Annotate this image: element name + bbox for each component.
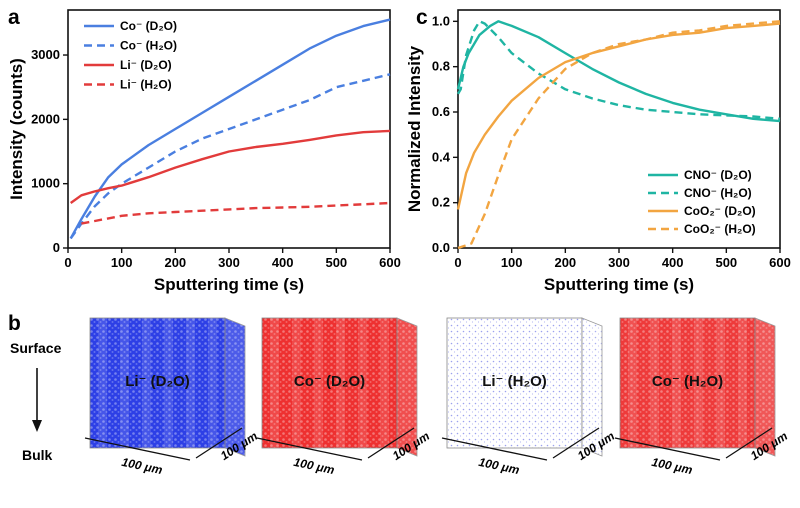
cube-streak <box>672 318 681 448</box>
x-tick-label: 600 <box>769 255 791 270</box>
x-axis-title: Sputtering time (s) <box>154 275 304 294</box>
legend-entry: Li⁻ (D₂O) <box>120 58 172 72</box>
legend-entry: CoO₂⁻ (D₂O) <box>684 204 756 218</box>
x-tick-label: 300 <box>218 255 240 270</box>
cube-streak <box>98 318 107 448</box>
cube-streak <box>292 318 301 448</box>
cube-streak <box>628 318 637 448</box>
legend-entry: Li⁻ (H₂O) <box>120 78 172 92</box>
panel-letter-a: a <box>8 6 20 29</box>
dimension-arrow <box>195 427 243 459</box>
cube-streak <box>314 318 323 448</box>
x-tick-label: 0 <box>64 255 71 270</box>
cube-side-face <box>581 317 603 457</box>
y-tick-label: 1000 <box>31 176 60 191</box>
dimension-arrow <box>552 427 600 459</box>
dimension-label: 100 μm <box>650 455 694 477</box>
legend-entry: CoO₂⁻ (H₂O) <box>684 222 756 236</box>
chart-a: 0 100 200 300 400 500 600 0 1000 2000 3000 Sputteri… <box>7 9 401 294</box>
y-tick-label: 0.4 <box>432 149 451 164</box>
dimension-arrow <box>725 427 773 459</box>
dimension-arrow <box>367 427 415 459</box>
panel-letter-b: b <box>8 312 21 335</box>
x-tick-label: 100 <box>501 255 523 270</box>
series-line-2 <box>69 129 391 204</box>
dimension-arrow <box>256 437 363 461</box>
y-tick-label: 2000 <box>31 111 60 126</box>
x-tick-label: 100 <box>111 255 133 270</box>
y-tick-label: 0.0 <box>432 240 450 255</box>
cube-side-face <box>224 317 246 457</box>
panel-letter-c: c <box>416 6 428 29</box>
y-axis-title: Intensity (counts) <box>7 58 26 200</box>
x-tick-label: 0 <box>454 255 461 270</box>
legend-entry: Co⁻ (H₂O) <box>120 39 177 53</box>
x-tick-label: 400 <box>662 255 684 270</box>
surface-label: Surface <box>10 340 62 356</box>
cube-streak <box>336 318 345 448</box>
cube-streak <box>270 318 279 448</box>
series-line-3 <box>81 201 391 225</box>
y-tick-label: 0.8 <box>432 59 450 74</box>
arrow-head-icon <box>32 420 42 432</box>
x-tick-label: 200 <box>554 255 576 270</box>
cube-streak <box>186 318 195 448</box>
x-tick-label: 300 <box>608 255 630 270</box>
cube-label: Li⁻ (D₂O) <box>125 373 190 390</box>
cube-front-face <box>89 317 226 449</box>
legend-entry: Co⁻ (D₂O) <box>120 19 177 33</box>
cube-streak <box>164 318 173 448</box>
y-tick-label: 1.0 <box>432 13 450 28</box>
dimension-arrow <box>84 437 191 461</box>
cube-streak <box>142 318 151 448</box>
y-tick-label: 0 <box>53 240 60 255</box>
x-tick-label: 500 <box>325 255 347 270</box>
cube-side-face <box>754 317 776 457</box>
y-tick-label: 0.6 <box>432 104 450 119</box>
x-tick-label: 500 <box>715 255 737 270</box>
cube-streak <box>650 318 659 448</box>
panel-b: Surface Bulk Li⁻ (D₂O) 100 μm 100 μm Co⁻ (D… <box>10 317 790 477</box>
legend-entry: CNO⁻ (D₂O) <box>684 168 752 182</box>
cube-front-face <box>619 317 756 449</box>
cube-streak <box>358 318 367 448</box>
x-tick-label: 400 <box>272 255 294 270</box>
dimension-label: 100 μm <box>120 455 164 477</box>
cube-side-face <box>396 317 418 457</box>
y-tick-label: 0.2 <box>432 195 450 210</box>
y-axis-title: Normalized Intensity <box>405 45 424 212</box>
series-line-0 <box>456 20 781 123</box>
cube-streak <box>208 318 217 448</box>
cube-front-face <box>261 317 398 449</box>
cube-label: Co⁻ (D₂O) <box>294 373 365 390</box>
series-line-2 <box>456 22 781 210</box>
dimension-arrow <box>614 437 721 461</box>
x-axis-title: Sputtering time (s) <box>544 275 694 294</box>
cube-group: Li⁻ (D₂O) 100 μm 100 μm Co⁻ (D₂O) 100 μm 100 … <box>84 317 790 477</box>
bulk-label: Bulk <box>22 447 53 463</box>
cube-streak <box>380 318 389 448</box>
dimension-label: 100 μm <box>292 455 336 477</box>
cube-label: Li⁻ (H₂O) <box>482 373 547 390</box>
cube-streak <box>738 318 747 448</box>
cube-front-face <box>446 317 583 449</box>
series-line-1 <box>69 73 391 240</box>
legend-entry: CNO⁻ (H₂O) <box>684 186 752 200</box>
chart-c: 0 100 200 300 400 500 600 0.0 0.2 0.4 0.6 0.8 1.0 Spu… <box>405 9 791 294</box>
x-tick-label: 600 <box>379 255 401 270</box>
dimension-label: 100 μm <box>477 455 521 477</box>
cube-label: Co⁻ (H₂O) <box>652 373 723 390</box>
cube-streak <box>716 318 725 448</box>
x-tick-label: 200 <box>164 255 186 270</box>
cube-streak <box>120 318 129 448</box>
series-line-1 <box>456 20 781 120</box>
cube-streak <box>694 318 703 448</box>
dimension-arrow <box>441 437 548 461</box>
y-tick-label: 3000 <box>31 47 60 62</box>
